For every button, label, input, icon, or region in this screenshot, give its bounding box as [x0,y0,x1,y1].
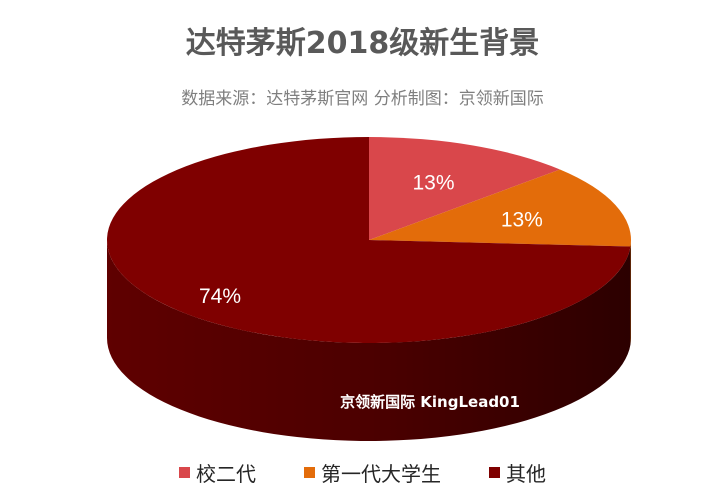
data-label-1: 13% [501,208,543,231]
legend-label: 第一代大学生 [321,462,441,486]
chart-title: 达特茅斯2018级新生背景 [185,26,540,61]
chart-subtitle: 数据来源：达特茅斯官网 分析制图：京领新国际 [181,89,544,109]
legend-swatch [304,467,315,478]
pie-side-1 [630,240,631,345]
legend-item: 第一代大学生 [304,458,441,487]
data-label-0: 13% [412,171,454,194]
data-label-2: 74% [199,285,241,308]
legend-swatch [489,467,500,478]
watermark: 京领新国际 KingLead01 [340,393,520,411]
legend: 校二代 第一代大学生 其他 [0,458,725,487]
pie-slice-1 [369,169,631,247]
legend-item: 校二代 [179,458,256,487]
legend-label: 其他 [506,462,546,486]
legend-swatch [179,467,190,478]
legend-item: 其他 [489,458,546,487]
pie-slice-0 [369,137,560,240]
pie-slice-2 [107,137,631,343]
legend-label: 校二代 [196,462,256,486]
pie-side-2 [107,240,631,442]
